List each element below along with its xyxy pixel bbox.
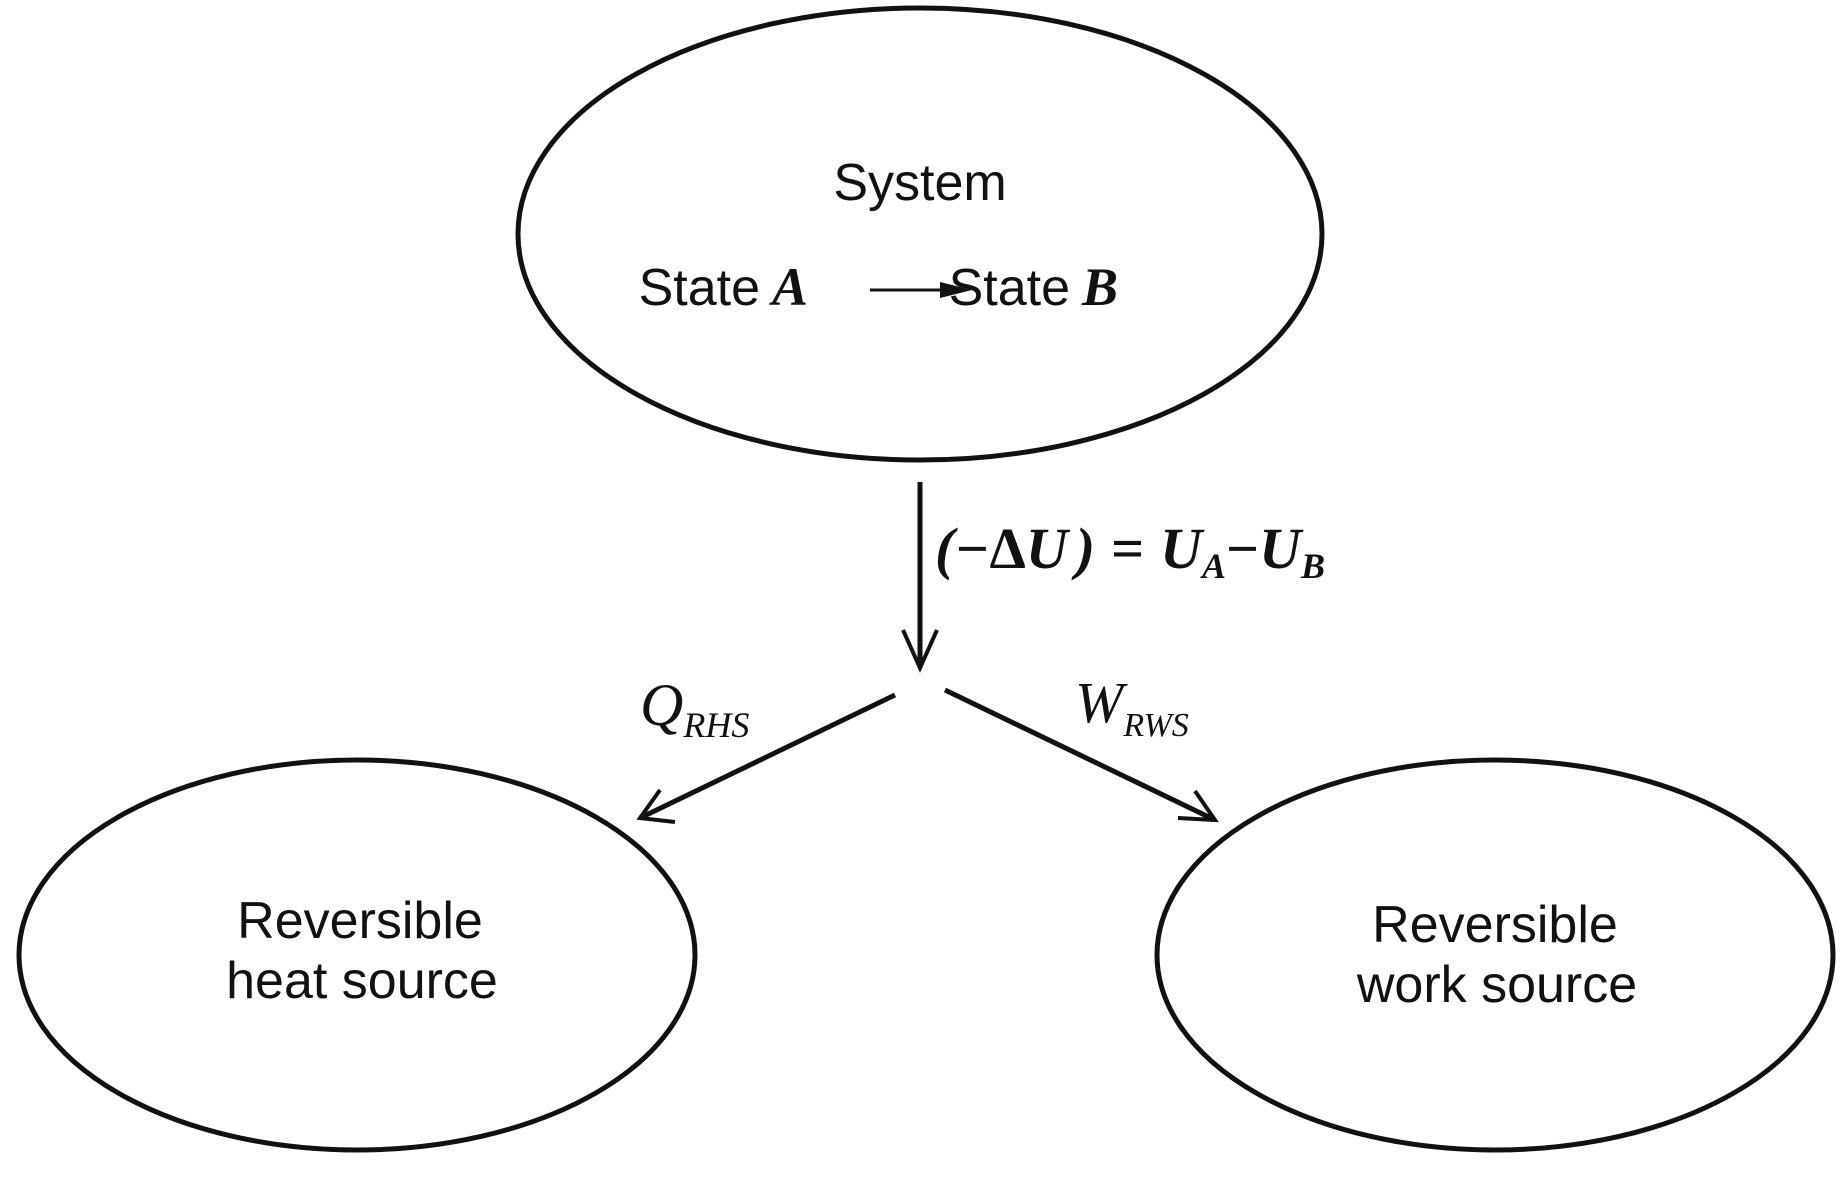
heat-source-ellipse (16, 757, 698, 1153)
state-b-letter: B (1081, 257, 1118, 317)
heat-flow-arrow (636, 692, 897, 824)
state-a-label: State (639, 259, 760, 317)
state-b-label: State (949, 259, 1070, 317)
heat-flow-label: QRHS (640, 672, 749, 745)
heat-source-line1: Reversible (237, 892, 483, 950)
state-transition: State A State B (639, 257, 1118, 317)
system-ellipse (515, 5, 1325, 463)
system-title: System (833, 154, 1006, 212)
heat-source-line2: heat source (226, 952, 498, 1010)
work-flow-arrow (943, 687, 1219, 823)
state-a-letter: A (769, 257, 808, 317)
energy-arrow (901, 482, 939, 673)
energy-change-label: (−ΔU) = UA−UB (935, 516, 1325, 586)
work-source-ellipse (1154, 757, 1836, 1153)
transition-arrow-icon (870, 282, 972, 298)
work-source-line2: work source (1356, 956, 1637, 1014)
work-source-line1: Reversible (1372, 896, 1618, 954)
work-flow-label: WRWS (1075, 670, 1189, 744)
